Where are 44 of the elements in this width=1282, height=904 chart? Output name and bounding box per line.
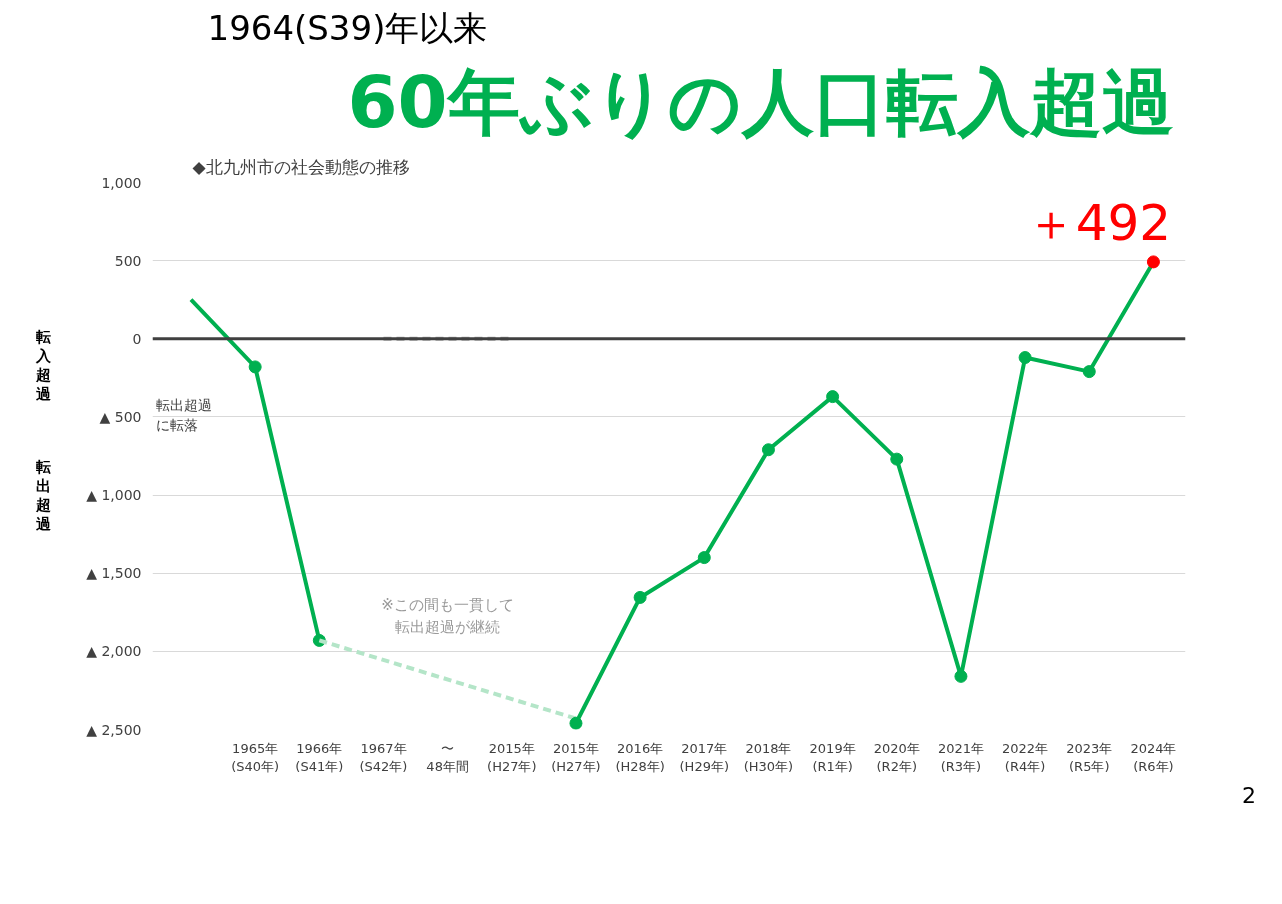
point — [890, 452, 904, 466]
point — [697, 551, 711, 565]
x-tick-label: 〜 48年間 — [426, 740, 469, 774]
text: 転出超過 — [35, 458, 51, 533]
point — [633, 590, 647, 604]
y-tick-label: ▲ 2,500 — [86, 721, 142, 738]
y-tick-label: 1,000 — [101, 174, 142, 191]
y-tick-label: ▲ 1,000 — [86, 487, 142, 504]
x-tick-label: 2015年 (H27年) — [487, 740, 537, 774]
annotation: ※この間も一貫して転出超過が継続 — [381, 596, 514, 636]
point — [248, 360, 262, 374]
x-tick-label: 2018年 (H30年) — [743, 740, 794, 774]
point — [954, 669, 968, 683]
chart-subtitle: 60年ぶりの人口転入超過 — [347, 59, 1174, 144]
point — [1082, 365, 1096, 379]
data-label: ＋492 — [1025, 193, 1172, 252]
y-tick-label: 500 — [114, 252, 142, 269]
text: 2 — [1242, 782, 1256, 810]
x-tick-label: 2020年 (R2年) — [873, 740, 920, 774]
x-tick-label: 2024年 (R6年) — [1130, 740, 1177, 774]
text: 転入超過 — [35, 328, 51, 404]
x-tick-label: 2022年 (R4年) — [1002, 740, 1049, 774]
x-tick-label: 2019年 (R1年) — [809, 740, 856, 774]
point — [1018, 351, 1032, 365]
text: に転落 — [155, 416, 198, 433]
point — [761, 443, 775, 457]
x-tick-label: 2023年 (R5年) — [1066, 740, 1113, 774]
x-tick-label: 1967年 (S42年) — [359, 740, 408, 774]
point — [1146, 255, 1160, 269]
x-tick-label: 2021年 (R3年) — [937, 740, 984, 774]
x-tick-label: 2015年 (H27年) — [551, 740, 601, 774]
chart-title: 1964(S39)年以来 — [207, 7, 488, 48]
x-tick-label: 1966年 (S41年) — [295, 740, 344, 774]
text: ◆北九州市の社会動態の推移 — [192, 156, 410, 177]
x-tick-label: 2017年 (H29年) — [679, 740, 730, 774]
x-tick-label: 1965年 (S40年) — [231, 740, 280, 774]
annotation: 転出超過 — [155, 397, 212, 414]
y-tick-label: ▲ 1,500 — [86, 565, 142, 582]
y-tick-label: ▲ 2,000 — [86, 643, 142, 660]
y-tick-label: ▲ 500 — [99, 408, 142, 425]
x-tick-label: 2016年 (H28年) — [615, 740, 665, 774]
y-tick-label: 0 — [132, 330, 142, 347]
point — [569, 716, 583, 730]
point — [826, 390, 840, 404]
